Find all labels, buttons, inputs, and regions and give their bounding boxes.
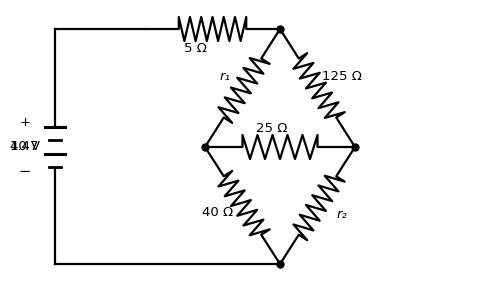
Text: +: +: [20, 116, 31, 128]
Text: r₁: r₁: [219, 71, 230, 83]
Text: 40 V: 40 V: [10, 141, 40, 153]
Text: 5 Ω: 5 Ω: [184, 43, 207, 56]
Text: 40 Ω: 40 Ω: [202, 206, 234, 218]
Text: 125 Ω: 125 Ω: [322, 71, 362, 83]
Text: 25 Ω: 25 Ω: [256, 123, 288, 136]
Text: 1.47: 1.47: [10, 141, 39, 153]
Text: r₂: r₂: [337, 208, 347, 220]
Text: −: −: [19, 165, 31, 180]
